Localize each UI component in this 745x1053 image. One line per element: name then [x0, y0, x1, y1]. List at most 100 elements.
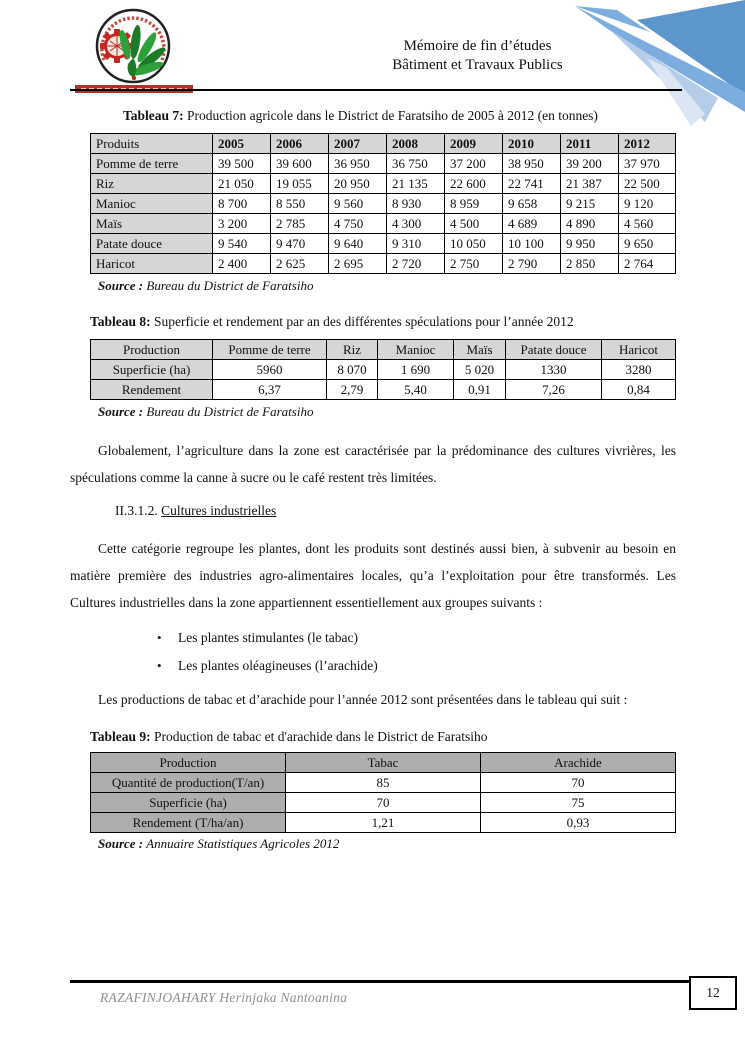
- data-cell: 9 658: [502, 193, 561, 214]
- data-cell: 2 764: [618, 253, 676, 274]
- header-rule: [70, 89, 682, 91]
- table-tabac-arachide: Production Tabac Arachide Quantité de produ…: [90, 752, 676, 833]
- bullet-icon: •: [157, 657, 162, 673]
- paragraph-globalement: Globalement, l’agriculture dans la zone …: [70, 443, 676, 485]
- data-cell: 1,21: [285, 812, 481, 833]
- table-row: Superficie (ha) 70 75: [90, 792, 676, 813]
- data-cell: 5960: [212, 359, 327, 380]
- data-cell: 70: [480, 772, 676, 793]
- data-cell: 0,84: [601, 379, 676, 400]
- bullet-icon: •: [157, 630, 162, 645]
- data-cell: 21 050: [212, 173, 271, 194]
- data-cell: 21 387: [560, 173, 619, 194]
- header-line-1: Mémoire de fin d’études: [403, 38, 552, 54]
- data-cell: 4 689: [502, 213, 561, 234]
- table-row: Riz 21 050 19 055 20 950 21 135 22 600 22 741 2…: [90, 173, 676, 194]
- header-cell: Pomme de terre: [212, 339, 327, 360]
- table7-caption-text: Production agricole dans le District de …: [183, 108, 598, 123]
- row-label-cell: Pomme de terre: [90, 153, 213, 174]
- data-cell: 9 560: [328, 193, 387, 214]
- data-cell: 22 600: [444, 173, 503, 194]
- section-number: II.3.1.2.: [115, 503, 162, 518]
- source-text: Bureau du District de Faratsiho: [143, 404, 314, 419]
- table9-caption: Tableau 9: Production de tabac et d'arac…: [90, 728, 676, 745]
- table-header-row: Produits 2005 2006 2007 2008 2009 2010 2011 2012: [90, 133, 676, 154]
- table7-caption-label: Tableau 7:: [123, 108, 184, 123]
- data-cell: 22 500: [618, 173, 676, 194]
- data-cell: 36 750: [386, 153, 445, 174]
- data-cell: 8 550: [270, 193, 329, 214]
- header-cell: Production: [90, 752, 286, 773]
- leaves-icon: [119, 25, 166, 76]
- table8-caption: Tableau 8: Superficie et rendement par a…: [90, 313, 676, 330]
- list-item: • Les plantes oléagineuses (l’arachide): [157, 652, 676, 680]
- list-item-text: Les plantes stimulantes (le tabac): [178, 630, 358, 645]
- table8-caption-text: Superficie et rendement par an des diffé…: [150, 314, 574, 329]
- table8-caption-label: Tableau 8:: [90, 314, 151, 329]
- data-cell: 4 500: [444, 213, 503, 234]
- header-text: Mémoire de fin d’études Bâtiment et Trav…: [330, 37, 625, 75]
- data-cell: 5 020: [453, 359, 506, 380]
- page-number: 12: [706, 985, 720, 1000]
- table9-caption-text: Production de tabac et d'arachide dans l…: [150, 729, 488, 744]
- data-cell: 39 200: [560, 153, 619, 174]
- paragraph-cette-categorie: Cette catégorie regroupe les plantes, do…: [70, 541, 676, 610]
- data-cell: 2 400: [212, 253, 271, 274]
- row-label-cell: Superficie (ha): [90, 359, 213, 380]
- data-cell: 9 650: [618, 233, 676, 254]
- bird-icon: [127, 58, 137, 78]
- page-number-box: 12: [689, 976, 737, 1010]
- table-row: Rendement 6,37 2,79 5,40 0,91 7,26 0,84: [90, 379, 676, 400]
- source-text: Annuaire Statistiques Agricoles 2012: [143, 836, 340, 851]
- data-cell: 2 695: [328, 253, 387, 274]
- table-row: Patate douce 9 540 9 470 9 640 9 310 10 050 10…: [90, 233, 676, 254]
- table7-source: Source : Bureau du District de Faratsiho: [98, 277, 676, 294]
- section-title: Cultures industrielles: [161, 503, 277, 518]
- row-label-cell: Manioc: [90, 193, 213, 214]
- footer-rule: [70, 980, 690, 983]
- data-cell: 6,37: [212, 379, 327, 400]
- data-cell: 21 135: [386, 173, 445, 194]
- table-row: Rendement (T/ha/an) 1,21 0,93: [90, 812, 676, 833]
- data-cell: 5,40: [377, 379, 454, 400]
- data-cell: 4 300: [386, 213, 445, 234]
- data-cell: 75: [480, 792, 676, 813]
- table-row: Quantité de production(T/an) 85 70: [90, 772, 676, 793]
- data-cell: 1330: [505, 359, 602, 380]
- school-logo: [75, 8, 193, 93]
- data-cell: 2 850: [560, 253, 619, 274]
- table-row: Haricot 2 400 2 625 2 695 2 720 2 750 2 790 2 8…: [90, 253, 676, 274]
- row-label-cell: Haricot: [90, 253, 213, 274]
- source-label: Source :: [98, 278, 144, 293]
- table-header-row: Production Tabac Arachide: [90, 752, 676, 773]
- header-cell: 2009: [444, 133, 503, 154]
- table-header-row: Production Pomme de terre Riz Manioc Maïs Pat…: [90, 339, 676, 360]
- section-heading: II.3.1.2. Cultures industrielles: [115, 502, 676, 520]
- table7-caption: Tableau 7: Production agricole dans le D…: [123, 107, 676, 124]
- source-label: Source :: [98, 404, 144, 419]
- data-cell: 8 070: [326, 359, 378, 380]
- row-label-cell: Rendement: [90, 379, 213, 400]
- data-cell: 39 500: [212, 153, 271, 174]
- list-item-text: Les plantes oléagineuses (l’arachide): [178, 657, 378, 673]
- data-cell: 9 540: [212, 233, 271, 254]
- data-cell: 85: [285, 772, 481, 793]
- header-cell: Haricot: [601, 339, 676, 360]
- row-label-cell: Superficie (ha): [90, 792, 286, 813]
- data-cell: 7,26: [505, 379, 602, 400]
- header-cell: Arachide: [480, 752, 676, 773]
- header-cell: Tabac: [285, 752, 481, 773]
- table9-source: Source : Annuaire Statistiques Agricoles…: [98, 835, 676, 852]
- header-cell: Production: [90, 339, 213, 360]
- header-cell: 2007: [328, 133, 387, 154]
- row-label-cell: Patate douce: [90, 233, 213, 254]
- data-cell: 37 200: [444, 153, 503, 174]
- header-cell: 2005: [212, 133, 271, 154]
- bullet-list: • Les plantes stimulantes (le tabac) • Les…: [70, 624, 676, 679]
- data-cell: 2 720: [386, 253, 445, 274]
- header-cell: 2011: [560, 133, 619, 154]
- header-cell: 2006: [270, 133, 329, 154]
- data-cell: 1 690: [377, 359, 454, 380]
- data-cell: 9 950: [560, 233, 619, 254]
- header-line-2: Bâtiment et Travaux Publics: [392, 57, 563, 73]
